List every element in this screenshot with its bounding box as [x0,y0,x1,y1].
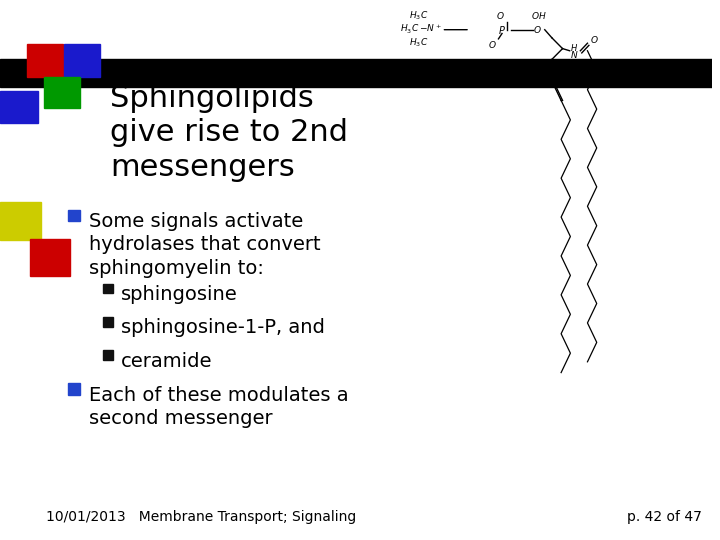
Text: $O$: $O$ [533,24,541,35]
Bar [64,44,99,77]
Text: $O$: $O$ [488,39,497,50]
Bar [0,59,712,87]
Bar [0,202,40,240]
Text: $OH$: $OH$ [531,10,546,21]
Text: Each of these modulates a
second messenger: Each of these modulates a second messeng… [89,386,348,428]
Bar [103,350,113,360]
Text: Sphingolipids
give rise to 2nd
messengers: Sphingolipids give rise to 2nd messenger… [110,84,348,182]
Bar [44,77,80,108]
Bar [0,91,37,123]
Text: $N$: $N$ [570,49,578,59]
Text: p. 42 of 47: p. 42 of 47 [626,510,701,524]
Text: $H_3C$: $H_3C$ [410,10,428,23]
Text: $P$: $P$ [498,24,506,36]
Text: sphingosine-1-P, and: sphingosine-1-P, and [121,318,325,337]
Bar [68,210,81,221]
Bar [103,317,113,327]
Text: $HO$: $HO$ [513,73,528,84]
Text: $O$: $O$ [496,10,505,21]
Text: $H_3C$: $H_3C$ [410,37,428,50]
Text: sphingosine: sphingosine [121,285,238,303]
Text: $H_3C-\!N^+$: $H_3C-\!N^+$ [400,23,442,36]
Text: $O$: $O$ [590,35,598,45]
Text: Some signals activate
hydrolases that convert
sphingomyelin to:: Some signals activate hydrolases that co… [89,212,320,278]
Bar [68,383,81,395]
Bar [30,239,71,276]
Bar [27,44,63,77]
Text: 10/01/2013   Membrane Transport; Signaling: 10/01/2013 Membrane Transport; Signaling [46,510,356,524]
Text: $H$: $H$ [570,42,577,53]
Bar [103,284,113,293]
Text: ceramide: ceramide [121,352,212,370]
